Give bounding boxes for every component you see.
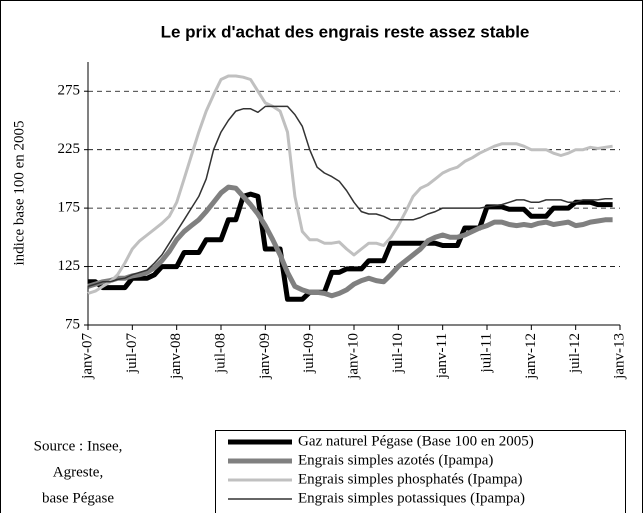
legend-label: Engrais simples azotés (Ipampa) xyxy=(298,452,493,468)
series-line xyxy=(87,184,613,299)
x-tick-label: janv-07 xyxy=(79,333,95,380)
y-tick-label: 275 xyxy=(58,83,81,99)
legend-label: Engrais simples phosphatés (Ipampa) xyxy=(298,471,523,487)
x-tick-label: janv-09 xyxy=(257,333,273,380)
x-tick-label: juil-09 xyxy=(301,333,317,374)
x-tick-label: juil-07 xyxy=(124,333,140,374)
source: Agreste, xyxy=(53,464,103,480)
legend-label: Gaz naturel Pégase (Base 100 en 2005) xyxy=(298,433,534,449)
y-axis-label: indice base 100 en 2005 xyxy=(11,121,27,266)
legend-label: Engrais simples potassiques (Ipampa) xyxy=(298,490,525,506)
y-tick-label: 125 xyxy=(58,258,81,274)
series-line xyxy=(88,191,613,302)
series-line xyxy=(87,74,613,295)
source: Source : Insee, xyxy=(34,438,123,454)
x-tick-label: juil-10 xyxy=(390,333,406,374)
series-line xyxy=(87,105,613,288)
x-tick-label: janv-08 xyxy=(168,333,184,380)
x-tick-label: juil-08 xyxy=(212,333,228,374)
x-tick-label: janv-13 xyxy=(611,333,627,380)
x-tick-label: janv-10 xyxy=(345,333,361,380)
x-tick-label: janv-11 xyxy=(434,333,450,379)
x-tick-label: juil-11 xyxy=(478,333,494,373)
x-tick-label: janv-12 xyxy=(523,333,539,380)
y-tick-label: 75 xyxy=(65,316,80,332)
y-tick-label: 225 xyxy=(58,141,81,157)
source: base Pégase xyxy=(42,490,114,506)
x-tick-label: juil-12 xyxy=(567,333,583,374)
chart-title: Le prix d'achat des engrais reste assez … xyxy=(161,22,530,41)
y-tick-label: 175 xyxy=(58,200,81,216)
